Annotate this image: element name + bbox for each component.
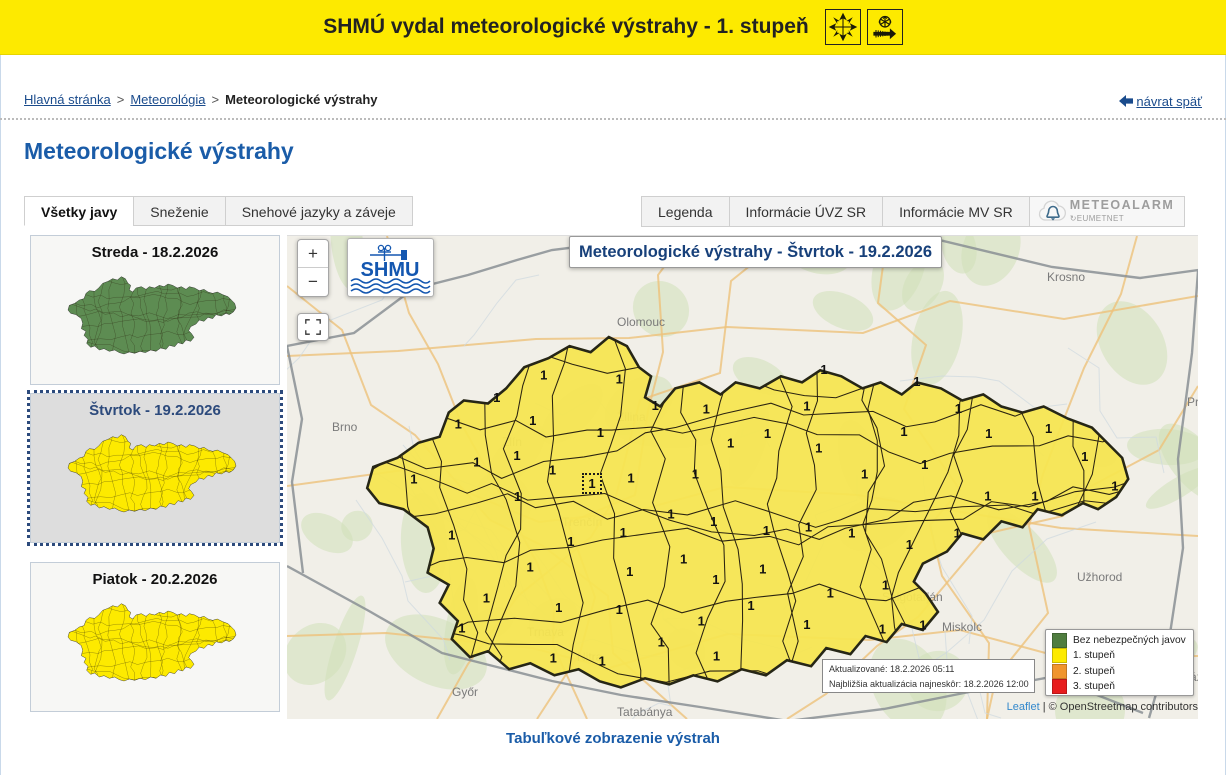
svg-text:Győr: Győr xyxy=(452,685,478,699)
svg-text:Krosno: Krosno xyxy=(1047,270,1085,284)
svg-text:Prešov: Prešov xyxy=(1187,395,1198,409)
svg-text:Zlín: Zlín xyxy=(502,435,522,449)
svg-text:Salgótarján: Salgótarján xyxy=(882,590,943,604)
svg-text:Nitra: Nitra xyxy=(577,650,603,664)
svg-text:Trenčín: Trenčín xyxy=(562,515,602,529)
svg-text:Tatabánya: Tatabánya xyxy=(617,705,673,719)
svg-text:Brno: Brno xyxy=(332,420,358,434)
svg-text:Užhorod: Užhorod xyxy=(1077,570,1122,584)
svg-text:SHMU: SHMU xyxy=(361,259,420,281)
svg-text:Miskolc: Miskolc xyxy=(942,620,982,634)
svg-text:Žilina: Žilina xyxy=(617,409,646,424)
svg-text:Olomouc: Olomouc xyxy=(617,315,665,329)
svg-text:Trnava: Trnava xyxy=(527,625,564,639)
